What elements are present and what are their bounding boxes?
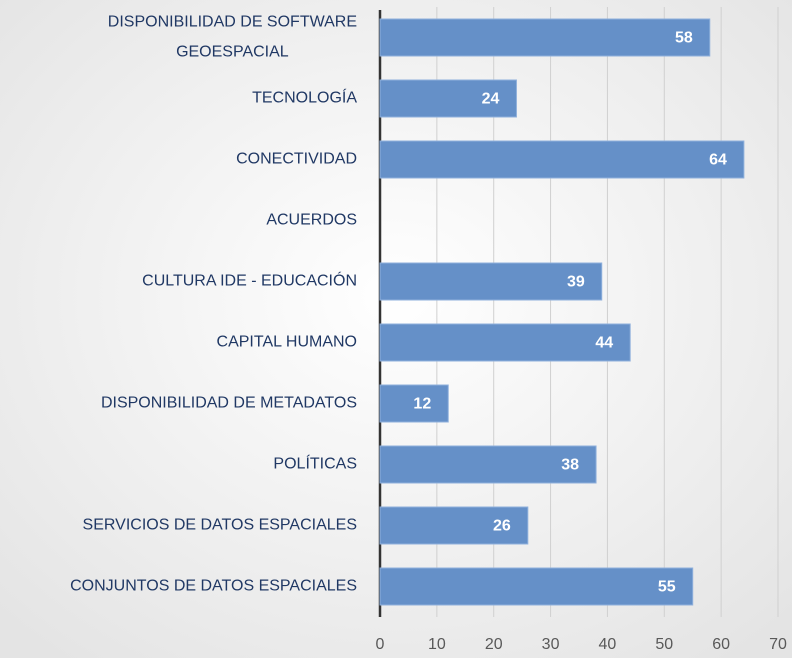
y-tick-label: DISPONIBILIDAD DE METADATOS	[101, 395, 357, 412]
data-label: 64	[709, 152, 727, 169]
y-tick-label-line: TECNOLOGÍA	[252, 88, 357, 107]
bar	[379, 323, 631, 362]
data-label: 39	[567, 274, 585, 291]
y-tick-label: TECNOLOGÍA	[252, 88, 357, 107]
x-tick-label: 0	[376, 636, 385, 653]
data-label: 44	[595, 335, 613, 352]
bar	[379, 140, 745, 179]
y-tick-label-line: DISPONIBILIDAD DE METADATOS	[101, 395, 357, 412]
x-tick-label: 60	[712, 636, 730, 653]
y-tick-label-line: CONJUNTOS DE DATOS ESPACIALES	[70, 578, 357, 595]
bar	[379, 79, 517, 118]
data-label: 38	[561, 457, 579, 474]
bar	[379, 506, 529, 545]
y-tick-label-line: GEOESPACIAL	[176, 44, 289, 61]
x-tick-label: 50	[655, 636, 673, 653]
bar	[379, 567, 694, 606]
bar	[379, 445, 597, 484]
y-tick-label: DISPONIBILIDAD DE SOFTWARE GEOESPACIAL	[108, 14, 357, 61]
y-tick-label: CONECTIVIDAD	[236, 151, 357, 168]
y-tick-label-line: POLÍTICAS	[273, 454, 357, 473]
data-label: 24	[482, 91, 500, 108]
y-tick-label: CONJUNTOS DE DATOS ESPACIALES	[70, 578, 357, 595]
y-tick-label-line: CULTURA IDE - EDUCACIÓN	[142, 271, 357, 290]
y-tick-label-line: CONECTIVIDAD	[236, 151, 357, 168]
data-label: 26	[493, 518, 511, 535]
y-tick-label: SERVICIOS DE DATOS ESPACIALES	[83, 517, 357, 534]
x-tick-label: 30	[542, 636, 560, 653]
x-tick-label: 70	[769, 636, 787, 653]
x-tick-label: 20	[485, 636, 503, 653]
y-tick-label: CAPITAL HUMANO	[217, 334, 357, 351]
bar	[379, 18, 711, 57]
data-label: 12	[413, 396, 431, 413]
bar	[379, 262, 603, 301]
data-label: 58	[675, 30, 693, 47]
y-tick-label-line: ACUERDOS	[266, 212, 357, 229]
y-tick-label-line: DISPONIBILIDAD DE SOFTWARE	[108, 14, 357, 31]
data-label: 55	[658, 579, 676, 596]
bar	[379, 384, 449, 423]
x-tick-label: 40	[599, 636, 617, 653]
x-tick-label: 10	[428, 636, 446, 653]
y-tick-label: POLÍTICAS	[273, 454, 357, 473]
y-tick-label-line: CAPITAL HUMANO	[217, 334, 357, 351]
y-tick-label: CULTURA IDE - EDUCACIÓN	[142, 271, 357, 290]
y-tick-label-line: SERVICIOS DE DATOS ESPACIALES	[83, 517, 357, 534]
y-tick-label: ACUERDOS	[266, 212, 357, 229]
